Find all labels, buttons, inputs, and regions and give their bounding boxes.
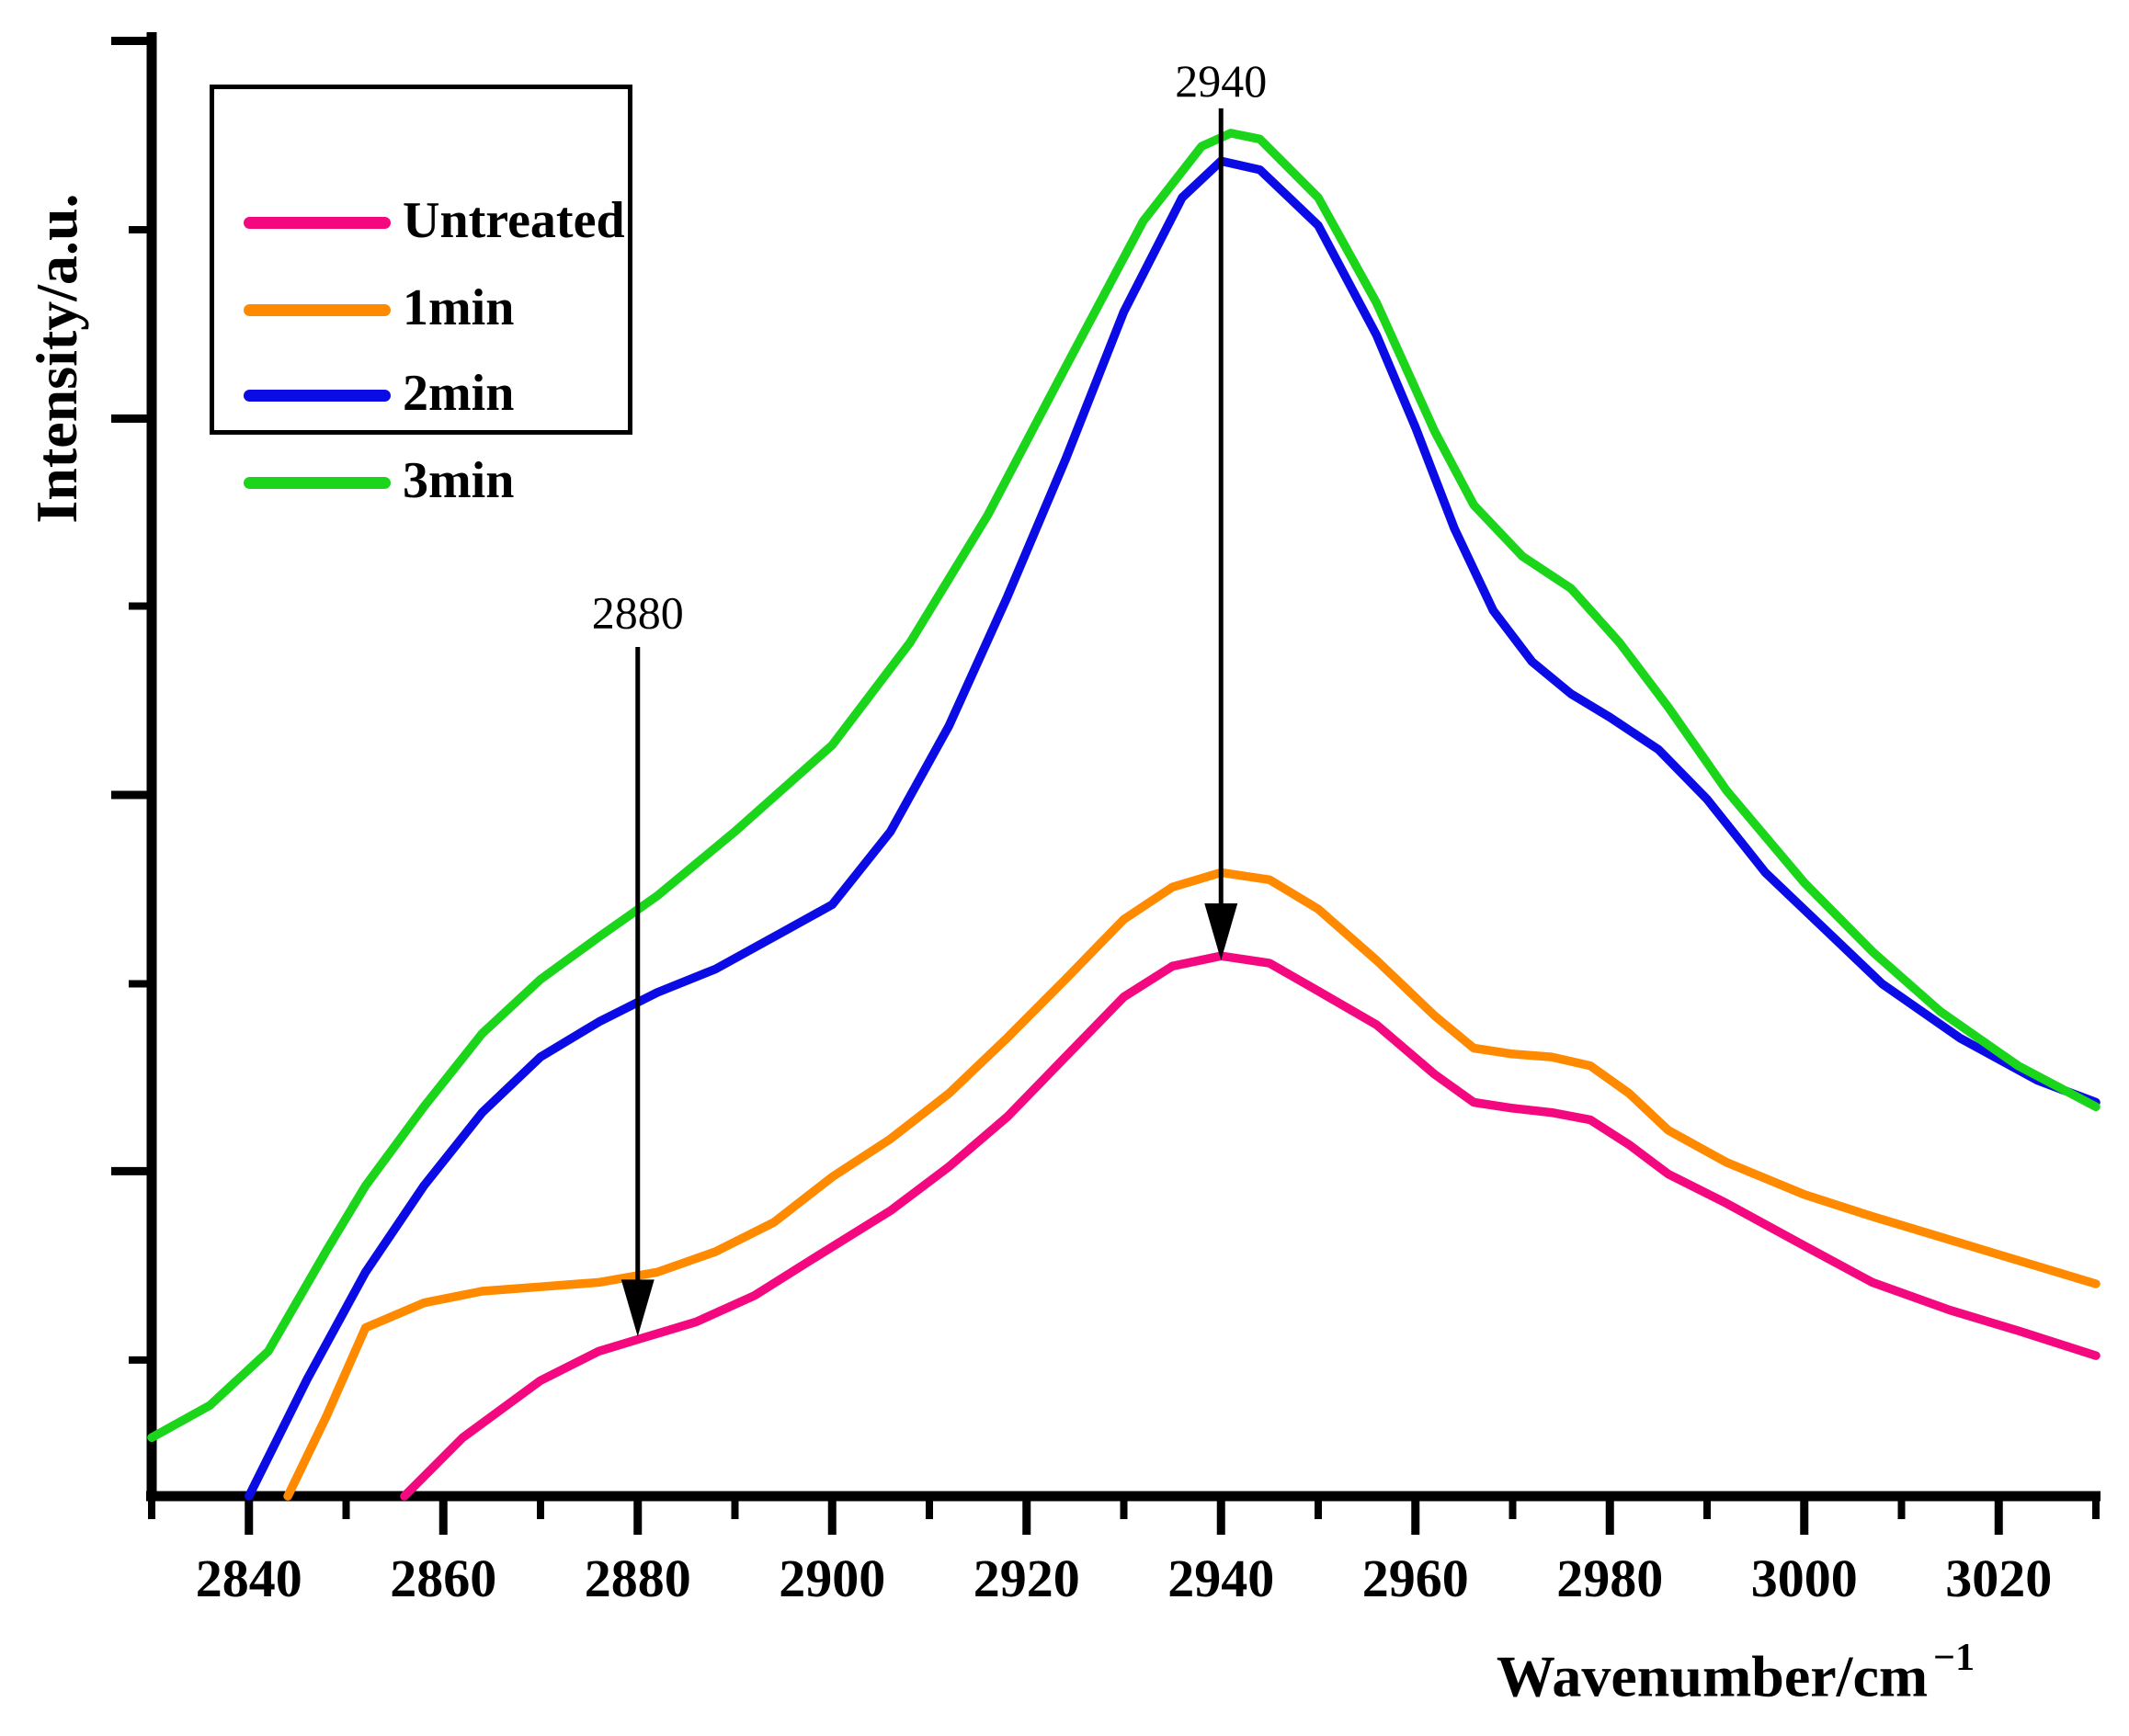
series-line-1min [283,868,2101,1501]
legend-label-untreated: Untreated [403,192,625,249]
x-axis-title-superscript: −1 [1933,1637,1975,1679]
legend-label-1min: 1min [403,279,515,336]
legend-box: Untreated 1min 2min 3min [210,85,632,509]
x-tick-label: 2920 [973,1549,1080,1608]
series-line-3min [147,129,2101,1443]
legend-label-2min: 2min [403,365,515,422]
x-tick-label: 2840 [196,1549,302,1608]
x-tick-label: 2880 [585,1549,691,1608]
y-axis-title: Intensity/a.u. [24,193,89,524]
legend-swatch-2min [244,390,391,402]
annotation-label-2940: 2940 [1175,55,1267,107]
annotation-arrowhead-2940 [1204,902,1238,960]
legend-swatch-3min [244,477,391,489]
legend-label-3min: 3min [403,452,515,509]
series-line-untreated [400,951,2101,1501]
x-tick-label: 2940 [1167,1549,1274,1608]
legend-swatch-untreated [244,217,391,229]
x-tick-label: 3000 [1751,1549,1858,1608]
x-axis-title-base: Wavenumber/cm [1496,1643,1929,1709]
x-axis-title: Wavenumber/cm −1 [1496,1637,1975,1710]
x-tick-label: 2860 [390,1549,496,1608]
annotation-arrowhead-2880 [620,1279,655,1337]
x-tick-label: 2960 [1362,1549,1469,1608]
legend-swatch-1min [244,304,391,316]
x-tick-label: 2900 [779,1549,885,1608]
annotation-label-2880: 2880 [592,586,684,638]
x-tick-label: 2980 [1556,1549,1663,1608]
x-tick-label: 3020 [1945,1549,2052,1608]
